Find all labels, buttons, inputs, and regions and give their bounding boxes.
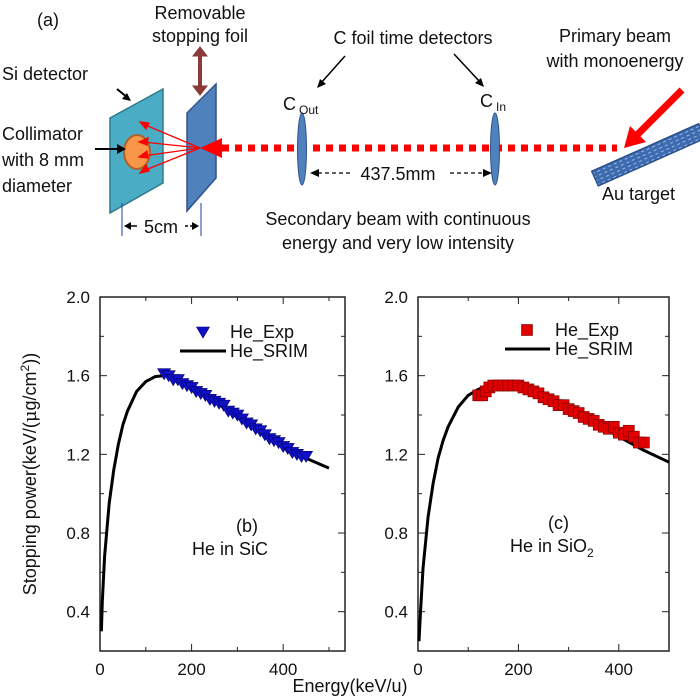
c-foil-label: C foil time detectors <box>333 28 492 48</box>
gap-dimension-icon <box>121 203 202 236</box>
collimator-pointer-icon <box>95 144 126 154</box>
primary-label-line2: with monoenergy <box>545 51 683 71</box>
c-out-detector <box>297 112 307 186</box>
collimator-label-line3: diameter <box>2 176 72 196</box>
y-tick-label: 1.2 <box>66 445 90 464</box>
foil-label-line1: Removable <box>154 3 245 23</box>
x-tick-label: 200 <box>177 660 205 679</box>
legend-exp-marker <box>521 324 533 336</box>
legend-exp-label: He_Exp <box>230 322 294 343</box>
y-tick-label: 2.0 <box>66 288 90 307</box>
y-tick-label: 1.6 <box>66 367 90 386</box>
plot-frame <box>99 296 346 652</box>
y-tick-label: 1.6 <box>384 367 408 386</box>
exp-data-point <box>299 450 314 463</box>
x-tick-label: 200 <box>504 660 532 679</box>
y-tick-label: 0.8 <box>384 524 408 543</box>
c-foil-pointer-icons <box>317 53 484 88</box>
secondary-label-line1: Secondary beam with continuous <box>265 209 530 229</box>
collimator-label-line1: Collimator <box>2 124 83 144</box>
si-detector-label: Si detector <box>2 64 88 84</box>
foil-label-line2: stopping foil <box>152 26 248 46</box>
x-tick-label: 0 <box>413 660 422 679</box>
y-tick-label: 0.4 <box>384 603 408 622</box>
exp-data-point <box>216 399 231 412</box>
distance-arrows-icon <box>310 169 492 177</box>
x-tick-label: 0 <box>95 660 104 679</box>
annotation-b-label: (b) <box>236 516 258 536</box>
annotation-c-label: (c) <box>548 513 569 533</box>
si-detector-pointer-icon <box>116 88 131 101</box>
legend-srim-label: He_SRIM <box>555 339 633 360</box>
x-tick-label: 400 <box>269 660 297 679</box>
srim-curve <box>417 382 670 642</box>
scatter-rays-icon <box>137 121 201 175</box>
c-out-label: C Out <box>283 94 319 117</box>
y-axis-label: Stopping power(keV/(μg/cm2)) <box>18 353 41 596</box>
legend-srim-label: He_SRIM <box>230 341 308 362</box>
collimator-label-line2: with 8 mm <box>1 150 84 170</box>
distance-label: 437.5mm <box>360 164 435 184</box>
primary-label-line1: Primary beam <box>559 26 671 46</box>
x-tick-label: 400 <box>605 660 633 679</box>
y-tick-label: 1.2 <box>384 445 408 464</box>
panel-label-a: (a) <box>37 10 59 30</box>
secondary-label-line2: energy and very low intensity <box>282 233 514 253</box>
annotation-b-text: He in SiC <box>192 539 268 559</box>
foil-move-arrow-icon <box>191 46 209 96</box>
au-target <box>590 122 700 187</box>
c-in-label: C In <box>480 91 506 114</box>
plot-frame <box>417 296 670 652</box>
legend-exp-marker <box>195 326 211 339</box>
legend-exp-label: He_Exp <box>555 320 619 341</box>
secondary-beam <box>200 138 617 158</box>
target-label: Au target <box>602 184 675 204</box>
y-tick-label: 0.8 <box>66 524 90 543</box>
setup-diagram: (a) Removable stopping foil Si detector … <box>1 3 700 253</box>
exp-data-point <box>638 436 650 449</box>
c-in-detector <box>490 112 500 186</box>
primary-beam-arrow-icon <box>624 87 685 148</box>
y-tick-label: 2.0 <box>384 288 408 307</box>
y-tick-label: 0.4 <box>66 603 90 622</box>
srim-curve <box>99 374 330 632</box>
annotation-c-text: He in SiO2 <box>510 536 594 560</box>
x-axis-label: Energy(keV/u) <box>292 676 407 696</box>
gap-label: 5cm <box>144 217 178 237</box>
